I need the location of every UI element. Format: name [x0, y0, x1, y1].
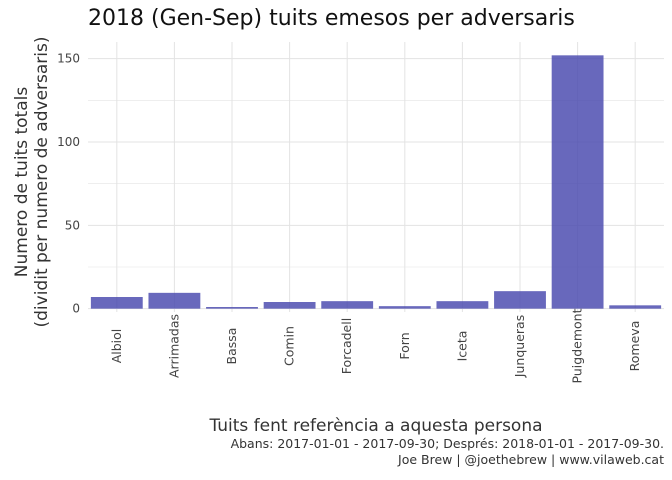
gridlines	[88, 42, 664, 312]
bar-romeva	[609, 305, 662, 309]
x-tick-label: Iceta	[454, 331, 469, 362]
caption: Abans: 2017-01-01 - 2017-09-30; Després:…	[231, 436, 664, 468]
x-tick-label: Romeva	[627, 321, 642, 372]
y-axis-label-line1: Numero de tuits totals	[12, 87, 32, 278]
x-tick-label: Albiol	[109, 329, 124, 364]
y-tick-label: 50	[65, 218, 80, 232]
x-axis-ticks: Albiol Arrimadas Bassa Comin Forcadell Forn Ic…	[109, 308, 642, 383]
bars	[90, 55, 662, 309]
x-axis-label: Tuits fent referència a aquesta persona	[208, 416, 542, 436]
y-tick-label: 150	[57, 52, 80, 66]
y-axis-label-line2: (dividit per numero de adversaris)	[32, 37, 52, 328]
bar-iceta	[436, 301, 489, 309]
bar-albiol	[90, 297, 143, 309]
x-tick-label: Bassa	[224, 328, 239, 365]
bar-forcadell	[321, 301, 374, 309]
y-tick-label: 100	[57, 135, 80, 149]
caption-line-2: Joe Brew | @joethebrew | www.vilaweb.cat	[398, 452, 664, 467]
x-tick-label: Comin	[282, 326, 297, 366]
x-tick-label: Puigdemont	[570, 308, 585, 383]
bar-puigdemont	[551, 55, 604, 309]
x-tick-label: Junqueras	[512, 315, 527, 378]
bar-junqueras	[494, 291, 546, 309]
y-axis-ticks: 0 50 100 150	[57, 52, 80, 316]
x-tick-label: Forcadell	[339, 318, 354, 374]
bar-comin	[263, 302, 316, 309]
x-tick-label: Forn	[397, 332, 412, 359]
y-tick-label: 0	[72, 302, 80, 316]
chart-title: 2018 (Gen-Sep) tuits emesos per adversar…	[88, 6, 575, 31]
bar-arrimadas	[148, 292, 201, 309]
bar-forn	[378, 306, 431, 309]
caption-line-1: Abans: 2017-01-01 - 2017-09-30; Després:…	[230, 436, 664, 451]
x-tick-label: Arrimadas	[166, 314, 181, 378]
bar-bassa	[206, 307, 258, 309]
